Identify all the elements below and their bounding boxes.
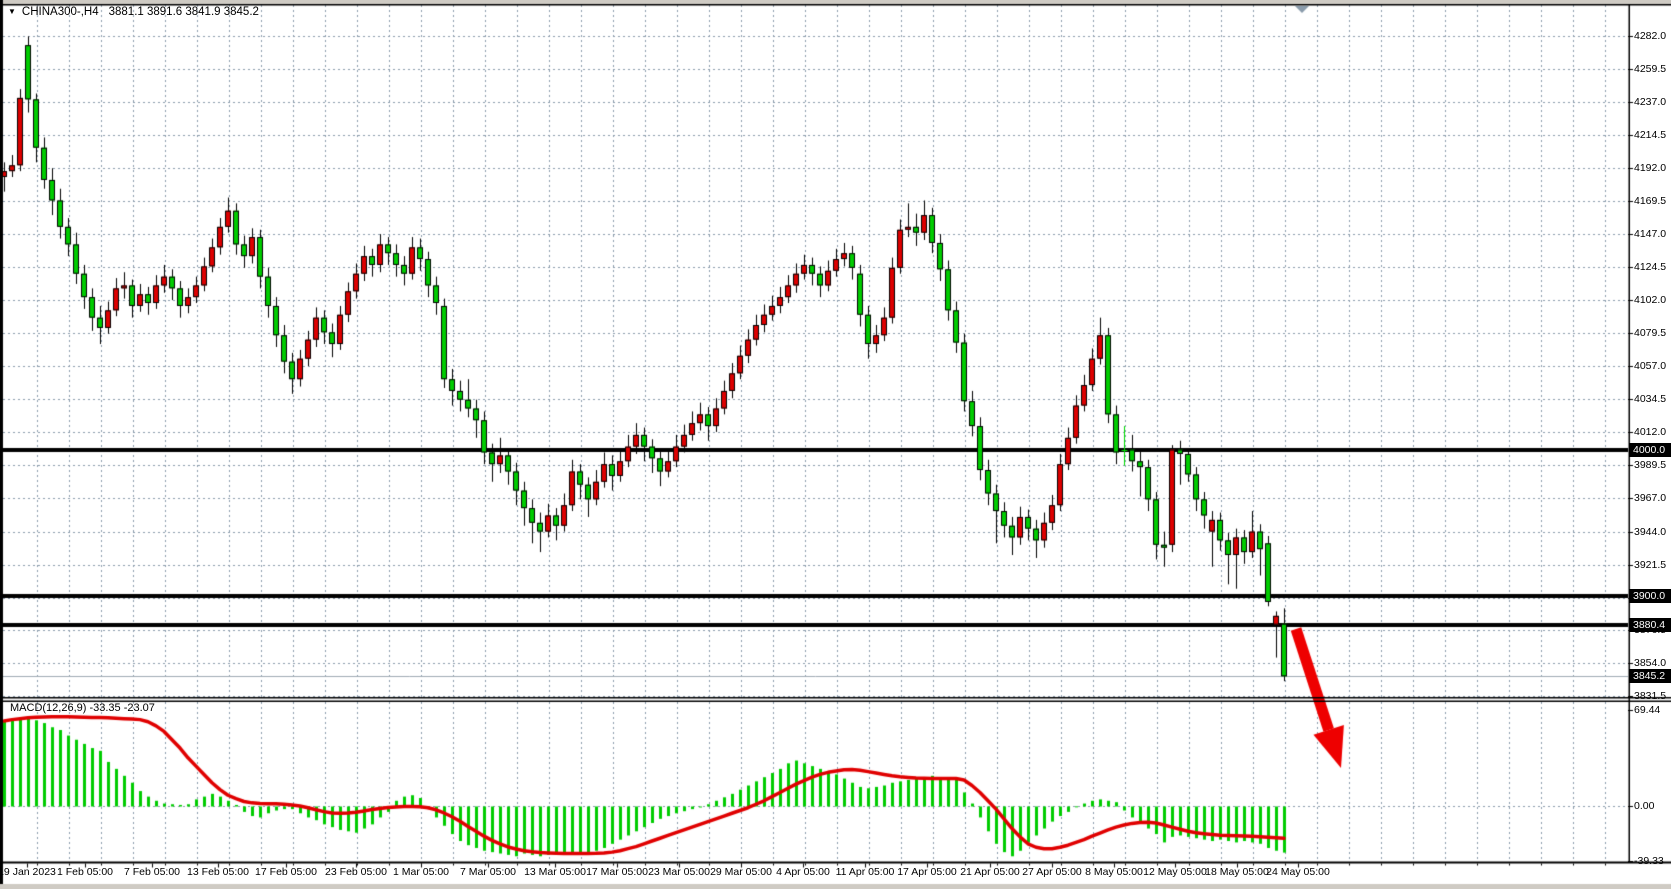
time-tick-label: 29 Mar 05:00 — [710, 866, 772, 878]
price-tick-label: 4169.5 — [1634, 195, 1667, 208]
price-tick-label: 4034.5 — [1634, 392, 1667, 405]
time-tick-label: 18 May 05:00 — [1205, 866, 1269, 878]
price-tick-label: 3989.5 — [1634, 458, 1667, 471]
price-tick-label: 4237.0 — [1634, 96, 1667, 109]
price-badge: 3900.0 — [1629, 589, 1671, 604]
time-tick-label: 11 Apr 05:00 — [835, 866, 895, 878]
price-badge: 3845.2 — [1629, 669, 1671, 684]
price-tick-label: 4079.5 — [1634, 327, 1667, 340]
symbol-period-label: CHINA300-,H4 — [21, 6, 99, 18]
price-tick-label: 3944.0 — [1634, 525, 1667, 538]
time-tick-label: 17 Mar 05:00 — [586, 866, 648, 878]
time-tick-label: 24 May 05:00 — [1266, 866, 1330, 878]
price-tick-label: 4124.5 — [1634, 261, 1667, 274]
macd-tick-label: 69.44 — [1634, 703, 1661, 716]
symbol-dropdown-icon[interactable]: ▼ — [8, 7, 16, 16]
macd-indicator-label: MACD(12,26,9) -33.35 -23.07 — [10, 702, 155, 714]
time-tick-label: 23 Mar 05:00 — [648, 866, 710, 878]
time-tick-label: 27 Apr 05:00 — [1022, 866, 1082, 878]
time-tick-label: 21 Apr 05:00 — [960, 866, 1020, 878]
symbol-header: ▼ CHINA300-,H4 3881.1 3891.6 3841.9 3845… — [8, 5, 259, 19]
time-tick-label: 13 Feb 05:00 — [187, 866, 249, 878]
time-tick-label: 7 Feb 05:00 — [123, 866, 181, 878]
price-tick-label: 4259.5 — [1634, 63, 1667, 76]
price-tick-label: 4214.5 — [1634, 129, 1667, 142]
price-badge: 4000.0 — [1629, 442, 1671, 457]
time-tick-label: 12 May 05:00 — [1143, 866, 1207, 878]
time-tick-label: 7 Mar 05:00 — [459, 866, 517, 878]
price-tick-label: 3967.0 — [1634, 491, 1667, 504]
price-tick-label: 4012.0 — [1634, 425, 1667, 438]
time-tick-label: 19 Jan 2023 — [0, 866, 56, 878]
time-tick-label: 4 Apr 05:00 — [776, 866, 830, 878]
price-tick-label: 4282.0 — [1634, 30, 1667, 43]
time-tick-label: 8 May 05:00 — [1085, 866, 1143, 878]
price-tick-label: 4192.0 — [1634, 162, 1667, 175]
time-tick-label: 13 Mar 05:00 — [524, 866, 586, 878]
time-tick-label: 23 Feb 05:00 — [325, 866, 387, 878]
time-tick-label: 17 Feb 05:00 — [255, 866, 317, 878]
price-tick-label: 4057.0 — [1634, 360, 1667, 373]
time-tick-label: 1 Feb 05:00 — [56, 866, 114, 878]
ohlc-values-label: 3881.1 3891.6 3841.9 3845.2 — [108, 6, 259, 18]
macd-tick-label: -39.33 — [1634, 854, 1664, 867]
price-tick-label: 4147.0 — [1634, 228, 1667, 241]
price-tick-label: 4102.0 — [1634, 294, 1667, 307]
price-tick-label: 3831.5 — [1634, 690, 1667, 703]
price-badge: 3880.4 — [1629, 617, 1671, 632]
time-tick-label: 1 Mar 05:00 — [392, 866, 450, 878]
price-tick-label: 3921.5 — [1634, 558, 1667, 571]
macd-tick-label: 0.00 — [1634, 800, 1655, 813]
time-tick-label: 17 Apr 05:00 — [897, 866, 957, 878]
price-tick-label: 3854.0 — [1634, 657, 1667, 670]
